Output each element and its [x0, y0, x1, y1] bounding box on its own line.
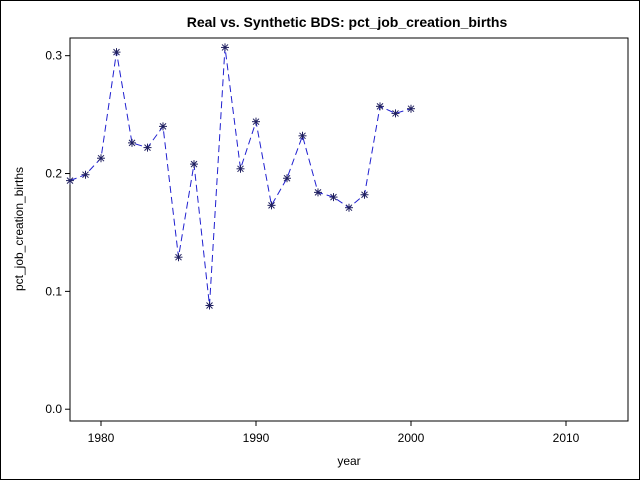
data-point-marker — [298, 131, 307, 140]
y-tick-label: 0.2 — [45, 167, 62, 181]
data-point-marker — [159, 122, 167, 131]
y-axis-label: pct_job_creation_births — [12, 167, 26, 291]
data-point-marker — [66, 176, 74, 185]
data-point-marker — [112, 48, 121, 57]
x-axis: 1980 1990 2000 2010 — [88, 421, 580, 445]
data-point-marker — [205, 301, 214, 310]
x-axis-label: year — [337, 454, 360, 468]
data-point-marker — [376, 102, 384, 111]
data-point-marker — [97, 154, 105, 163]
x-tick-label: 1990 — [243, 431, 270, 445]
x-tick-label: 1980 — [88, 431, 115, 445]
data-point-marker — [143, 143, 152, 152]
data-point-marker — [329, 193, 338, 202]
data-point-marker — [128, 138, 136, 147]
y-tick-label: 0.1 — [45, 284, 62, 298]
data-point-marker — [221, 43, 229, 52]
data-point-marker — [283, 174, 291, 183]
chart-title: Real vs. Synthetic BDS: pct_job_creation… — [187, 14, 508, 30]
data-point-marker — [174, 253, 183, 262]
y-tick-label: 0.3 — [45, 49, 62, 63]
data-point-marker — [360, 190, 369, 199]
data-point-marker — [267, 201, 276, 210]
x-tick-label: 2000 — [398, 431, 425, 445]
data-point-marker — [236, 164, 245, 173]
data-point-marker — [81, 170, 90, 179]
data-point-marker — [391, 109, 400, 118]
data-point-marker — [252, 117, 260, 126]
y-tick-label: 0.0 — [45, 402, 62, 416]
series-layer — [66, 43, 415, 310]
data-point-marker — [190, 160, 198, 169]
data-point-marker — [314, 188, 322, 197]
x-tick-label: 2010 — [553, 431, 580, 445]
y-axis: 0.0 0.1 0.2 0.3 — [45, 49, 70, 416]
series-line — [69, 47, 412, 306]
data-point-marker — [345, 203, 353, 212]
plot-area — [69, 37, 629, 422]
data-point-marker — [407, 104, 415, 113]
